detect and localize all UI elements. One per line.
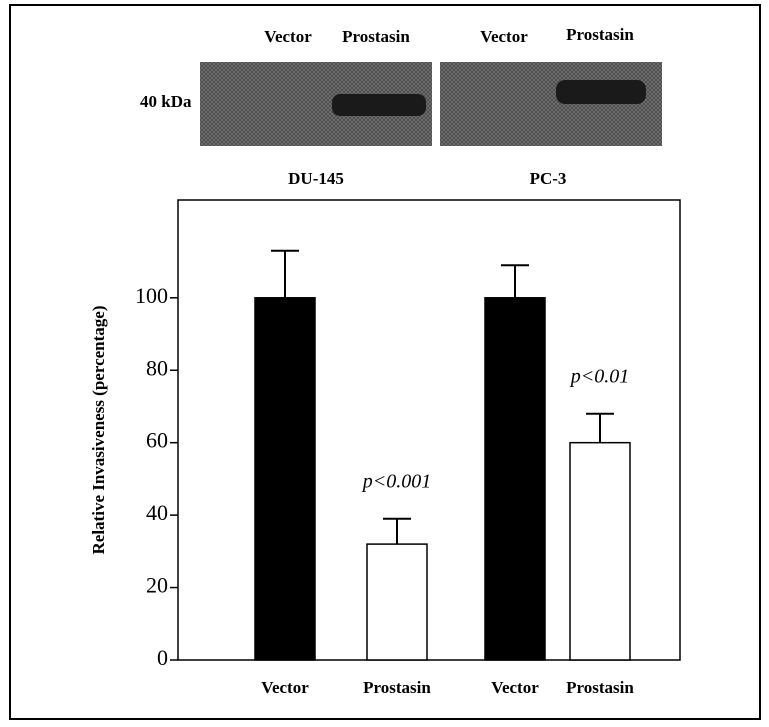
lane-label: Vector [480,27,528,46]
lane-label: Vector [264,27,312,46]
y-tick-label: 60 [146,428,168,453]
blot-band [332,94,426,116]
x-tick-label: Prostasin [363,678,431,697]
bar [570,443,630,660]
bar [485,298,545,660]
marker-label: 40 kDa [140,92,192,111]
y-tick-label: 100 [135,283,168,308]
x-tick-label: Vector [261,678,309,697]
blot-band [556,80,646,104]
lane-label: Prostasin [342,27,410,46]
bar [255,298,315,660]
x-tick-label: Vector [491,678,539,697]
y-tick-label: 40 [146,500,168,525]
panel-label: DU-145 [288,169,344,188]
lane-label: Prostasin [566,25,634,44]
y-tick-label: 20 [146,573,168,598]
annotation: p<0.001 [361,470,432,492]
annotation: p<0.01 [569,365,630,387]
bar [367,544,427,660]
figure: 40 kDa Vector Prostasin Vector Prostasin… [0,0,769,727]
y-tick-label: 80 [146,355,168,380]
page: 40 kDa Vector Prostasin Vector Prostasin… [0,0,769,727]
y-axis-label: Relative Invasiveness (percentage) [89,306,108,555]
y-tick-label: 0 [157,645,168,670]
x-tick-label: Prostasin [566,678,634,697]
panel-label: PC-3 [530,169,567,188]
